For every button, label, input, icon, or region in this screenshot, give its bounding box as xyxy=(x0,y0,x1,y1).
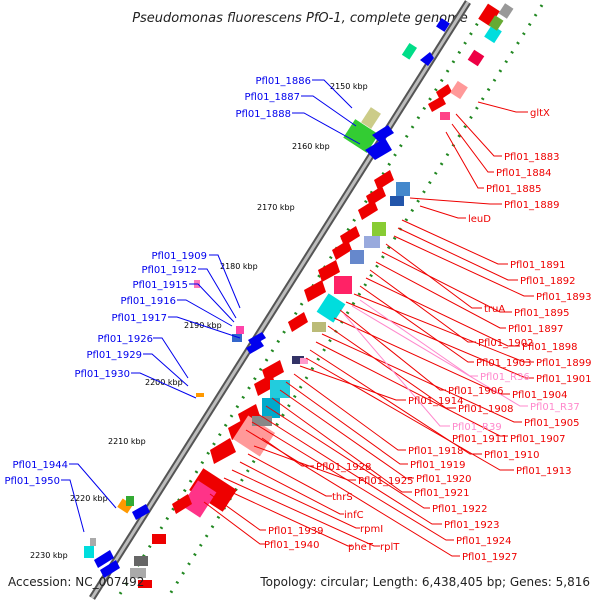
gene-label[interactable]: Pfl01_1887 xyxy=(244,92,300,103)
rna-label[interactable]: Pfl01_R36 xyxy=(480,372,530,383)
forward-strand-genes xyxy=(130,3,514,588)
topology-text: Topology: circular; Length: 6,438,405 bp… xyxy=(259,575,590,589)
gene-label[interactable]: Pfl01_1924 xyxy=(456,536,512,547)
gene-label[interactable]: Pfl01_1914 xyxy=(408,396,464,407)
gene-label[interactable]: Pfl01_1921 xyxy=(414,488,470,499)
rna-leader-lines xyxy=(343,299,528,427)
gene-label[interactable]: leuD xyxy=(468,214,491,225)
reverse-strand-genes xyxy=(84,18,450,578)
gene-label[interactable]: Pfl01_1886 xyxy=(255,76,311,87)
kbp-tick-label: 2160 kbp xyxy=(292,142,330,151)
gene-label[interactable]: thrS xyxy=(332,492,353,503)
gene-label[interactable]: Pfl01_1944 xyxy=(12,460,68,471)
gene-label[interactable]: Pfl01_1929 xyxy=(86,350,142,361)
gene-label[interactable]: Pfl01_1940 xyxy=(264,540,320,551)
rna-label[interactable]: Pfl01_R37 xyxy=(530,402,580,413)
gene-label[interactable]: Pfl01_1928 xyxy=(316,462,372,473)
gene-label[interactable]: Pfl01_1898 xyxy=(522,342,578,353)
gene-label[interactable]: gltX xyxy=(530,108,550,119)
gene-label[interactable]: Pfl01_1895 xyxy=(514,308,570,319)
gene-label[interactable]: Pfl01_1885 xyxy=(486,184,542,195)
gene-label[interactable]: Pfl01_1913 xyxy=(516,466,572,477)
gene-label[interactable]: Pfl01_1889 xyxy=(504,200,560,211)
gene-label[interactable]: Pfl01_1919 xyxy=(410,460,466,471)
gene-label[interactable]: pheT xyxy=(348,542,374,553)
gene-label[interactable]: Pfl01_1920 xyxy=(416,474,472,485)
gene-label[interactable]: Pfl01_1926 xyxy=(97,334,153,345)
kbp-tick-label: 2180 kbp xyxy=(220,262,258,271)
right-leader-lines xyxy=(203,101,534,557)
right-labels: gltX Pfl01_1883 Pfl01_1884 Pfl01_1885 Pf… xyxy=(264,108,592,563)
gene-label[interactable]: truA xyxy=(484,304,505,315)
gene-label[interactable]: Pfl01_1917 xyxy=(111,313,167,324)
gene-label[interactable]: rplT xyxy=(380,542,400,553)
gene-label[interactable]: Pfl01_1907 xyxy=(510,434,566,445)
gene-label[interactable]: Pfl01_1950 xyxy=(4,476,60,487)
gene-label[interactable]: Pfl01_1922 xyxy=(432,504,488,515)
gene-label[interactable]: Pfl01_1925 xyxy=(358,476,414,487)
gene-label[interactable]: Pfl01_1939 xyxy=(268,526,324,537)
gene-label[interactable]: Pfl01_1911 xyxy=(452,434,508,445)
gene-label[interactable]: Pfl01_1897 xyxy=(508,324,564,335)
gene-label[interactable]: Pfl01_1902 xyxy=(478,338,534,349)
map-title: Pseudomonas fluorescens PfO-1, complete … xyxy=(132,11,468,26)
gene-label[interactable]: Pfl01_1891 xyxy=(510,260,566,271)
gene-label[interactable]: Pfl01_1916 xyxy=(120,296,176,307)
gene-label[interactable]: Pfl01_1910 xyxy=(484,450,540,461)
gene-label[interactable]: Pfl01_1892 xyxy=(520,276,576,287)
gene-label[interactable]: Pfl01_1906 xyxy=(448,386,504,397)
kbp-tick-label: 2170 kbp xyxy=(257,203,295,212)
gene-label[interactable]: Pfl01_1905 xyxy=(524,418,580,429)
gene-label[interactable]: Pfl01_1899 xyxy=(536,358,592,369)
gene-label[interactable]: Pfl01_1912 xyxy=(141,265,197,276)
left-leader-lines xyxy=(61,79,361,533)
kbp-tick-label: 2150 kbp xyxy=(330,82,368,91)
gene-label[interactable]: rpmI xyxy=(360,524,383,535)
kbp-tick-label: 2200 kbp xyxy=(145,378,183,387)
gene-label[interactable]: Pfl01_1923 xyxy=(444,520,500,531)
rna-label[interactable]: Pfl01_R39 xyxy=(452,422,502,433)
gene-label[interactable]: Pfl01_1904 xyxy=(512,390,568,401)
gene-label[interactable]: Pfl01_1908 xyxy=(458,404,514,415)
gene-label[interactable]: Pfl01_1915 xyxy=(132,280,188,291)
gene-label[interactable]: Pfl01_1884 xyxy=(496,168,552,179)
genome-backbone xyxy=(89,0,471,600)
gene-label[interactable]: Pfl01_1893 xyxy=(536,292,592,303)
gene-label[interactable]: Pfl01_1903 xyxy=(476,358,532,369)
gene-label[interactable]: Pfl01_1909 xyxy=(151,251,207,262)
gene-label[interactable]: Pfl01_1901 xyxy=(536,374,592,385)
gene-label[interactable]: infC xyxy=(344,510,364,521)
gene-label[interactable]: Pfl01_1883 xyxy=(504,152,560,163)
gene-label[interactable]: Pfl01_1927 xyxy=(462,552,518,563)
gene-label[interactable]: Pfl01_1930 xyxy=(74,369,130,380)
gene-label[interactable]: Pfl01_1918 xyxy=(408,446,464,457)
accession-text: Accession: NC_007492 xyxy=(8,575,144,589)
kbp-tick-label: 2230 kbp xyxy=(30,551,68,560)
left-labels: Pfl01_1886 Pfl01_1887 Pfl01_1888 Pfl01_1… xyxy=(4,76,311,487)
kbp-tick-label: 2210 kbp xyxy=(108,437,146,446)
gene-label[interactable]: Pfl01_1888 xyxy=(235,109,291,120)
kbp-tick-label: 2220 kbp xyxy=(70,494,108,503)
